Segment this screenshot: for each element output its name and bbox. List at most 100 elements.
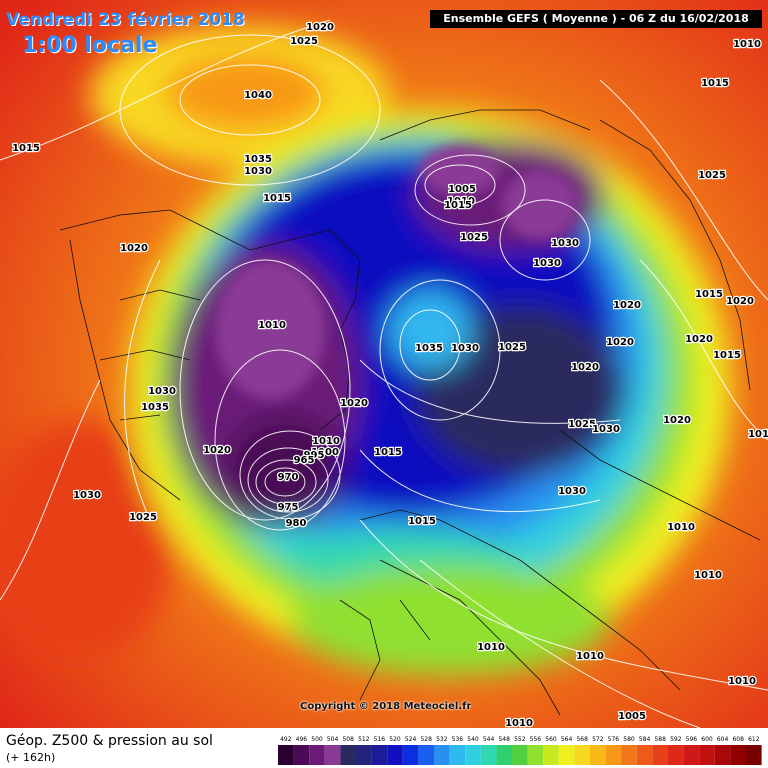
pressure-label: 1010 [733,39,761,50]
scale-swatch [636,745,653,765]
pressure-label: 1005 [448,184,476,195]
scale-tick-label: 568 [576,736,588,743]
scale-swatch [496,745,512,765]
pressure-label: 1010 [576,651,604,662]
scale-swatch [434,745,450,765]
pressure-label: 1030 [148,386,176,397]
scale-swatch [418,745,434,765]
scale-swatch [309,745,325,765]
scale-tick-label: 540 [467,736,479,743]
model-run-info: Ensemble GEFS ( Moyenne ) - 06 Z du 16/0… [430,10,762,28]
pressure-label: 1010 [505,718,533,728]
scale-swatch [652,745,668,765]
pressure-label: 1015 [263,193,291,204]
scale-swatch [574,745,590,765]
pressure-label: 1040 [244,90,272,101]
scale-swatch [480,745,497,765]
scale-swatch [371,745,388,765]
pressure-label: 1015 [713,350,741,361]
pressure-label: 1025 [290,36,318,47]
scale-swatch [668,745,684,765]
scale-swatch [293,745,310,765]
pressure-label: 1010 [667,522,695,533]
pressure-label: 1025 [698,170,726,181]
pressure-label: 1005 [618,711,646,722]
z500-color-field [0,0,768,728]
pressure-label: 1010 [447,196,475,207]
scale-swatch [590,745,606,765]
field-title: Géop. Z500 & pression au sol [6,733,213,749]
pressure-label: 970 [278,472,299,483]
copyright-notice: Copyright © 2018 Meteociel.fr [300,701,472,712]
pressure-label: 1030 [73,490,101,501]
scale-swatch [278,745,294,765]
scale-swatch [527,745,544,765]
pressure-label: 965 [294,455,315,466]
pressure-label: 1000 [311,447,339,458]
scale-swatch [730,745,746,765]
scale-swatch [683,745,700,765]
pressure-label: 1010 [728,676,756,687]
pressure-label: 1030 [551,238,579,249]
scale-swatch [543,745,559,765]
pressure-label: 980 [286,518,307,529]
scale-tick-label: 556 [530,736,542,743]
scale-swatch [340,745,356,765]
forecast-time: 1:00 locale [22,33,158,58]
pressure-label: 1020 [306,22,334,33]
scale-swatch [324,745,341,765]
scale-tick-label: 604 [717,736,729,743]
pressure-label: 1015 [444,200,472,211]
scale-swatch [621,745,637,765]
scale-swatch [699,745,715,765]
pressure-label: 1010 [748,429,768,440]
pressure-labels: 1020 1025 1040 1035 1030 1015 1015 1020 1010 1030… [11,21,768,728]
scale-swatch [512,745,528,765]
scale-tick-label: 504 [327,736,339,743]
scale-swatch [746,745,762,765]
scale-tick-label: 552 [514,736,526,743]
pressure-label: 1030 [533,258,561,269]
scale-tick-label: 584 [639,736,651,743]
scale-swatch [714,745,731,765]
pressure-label: 1020 [120,243,148,254]
scale-swatch [387,745,403,765]
scale-tick-label: 508 [342,736,354,743]
pressure-label: 1025 [498,342,526,353]
pressure-label: 1020 [571,362,599,373]
pressure-label: 1010 [258,320,286,331]
pressure-label: 1015 [374,447,402,458]
scale-tick-label: 560 [545,736,557,743]
pressure-label: 975 [278,502,299,513]
pressure-label: 1035 [415,343,443,354]
scale-tick-label: 548 [498,736,510,743]
pressure-label: 1020 [340,398,368,409]
lead-time: (+ 162h) [6,751,56,764]
scale-tick-label: 524 [405,736,417,743]
pressure-label: 1020 [606,337,634,348]
scale-swatch [449,745,466,765]
color-scale: 492 496 500 504 508 512 516 520 524 528 532 536 540 5… [278,736,762,765]
scale-tick-label: 576 [608,736,620,743]
scale-tick-label: 544 [483,736,495,743]
geopotential-map: 1020 1025 1040 1035 1030 1015 1015 1020 1010 1030… [0,0,768,728]
scale-tick-label: 492 [280,736,292,743]
pressure-label: 1015 [695,289,723,300]
pressure-label: 1020 [663,415,691,426]
pressure-label: 995 [304,450,325,461]
pressure-label: 1020 [613,300,641,311]
scale-tick-label: 588 [654,736,666,743]
scale-tick-label: 580 [623,736,635,743]
pressure-label: 1010 [312,436,340,447]
scale-swatch [605,745,622,765]
pressure-label: 1010 [477,642,505,653]
scale-tick-label: 516 [374,736,386,743]
pressure-label: 1030 [451,343,479,354]
scale-tick-label: 532 [436,736,448,743]
scale-tick-label: 612 [748,736,760,743]
scale-swatch [402,745,419,765]
pressure-label: 1030 [558,486,586,497]
pressure-label: 1015 [12,143,40,154]
scale-tick-label: 596 [686,736,698,743]
